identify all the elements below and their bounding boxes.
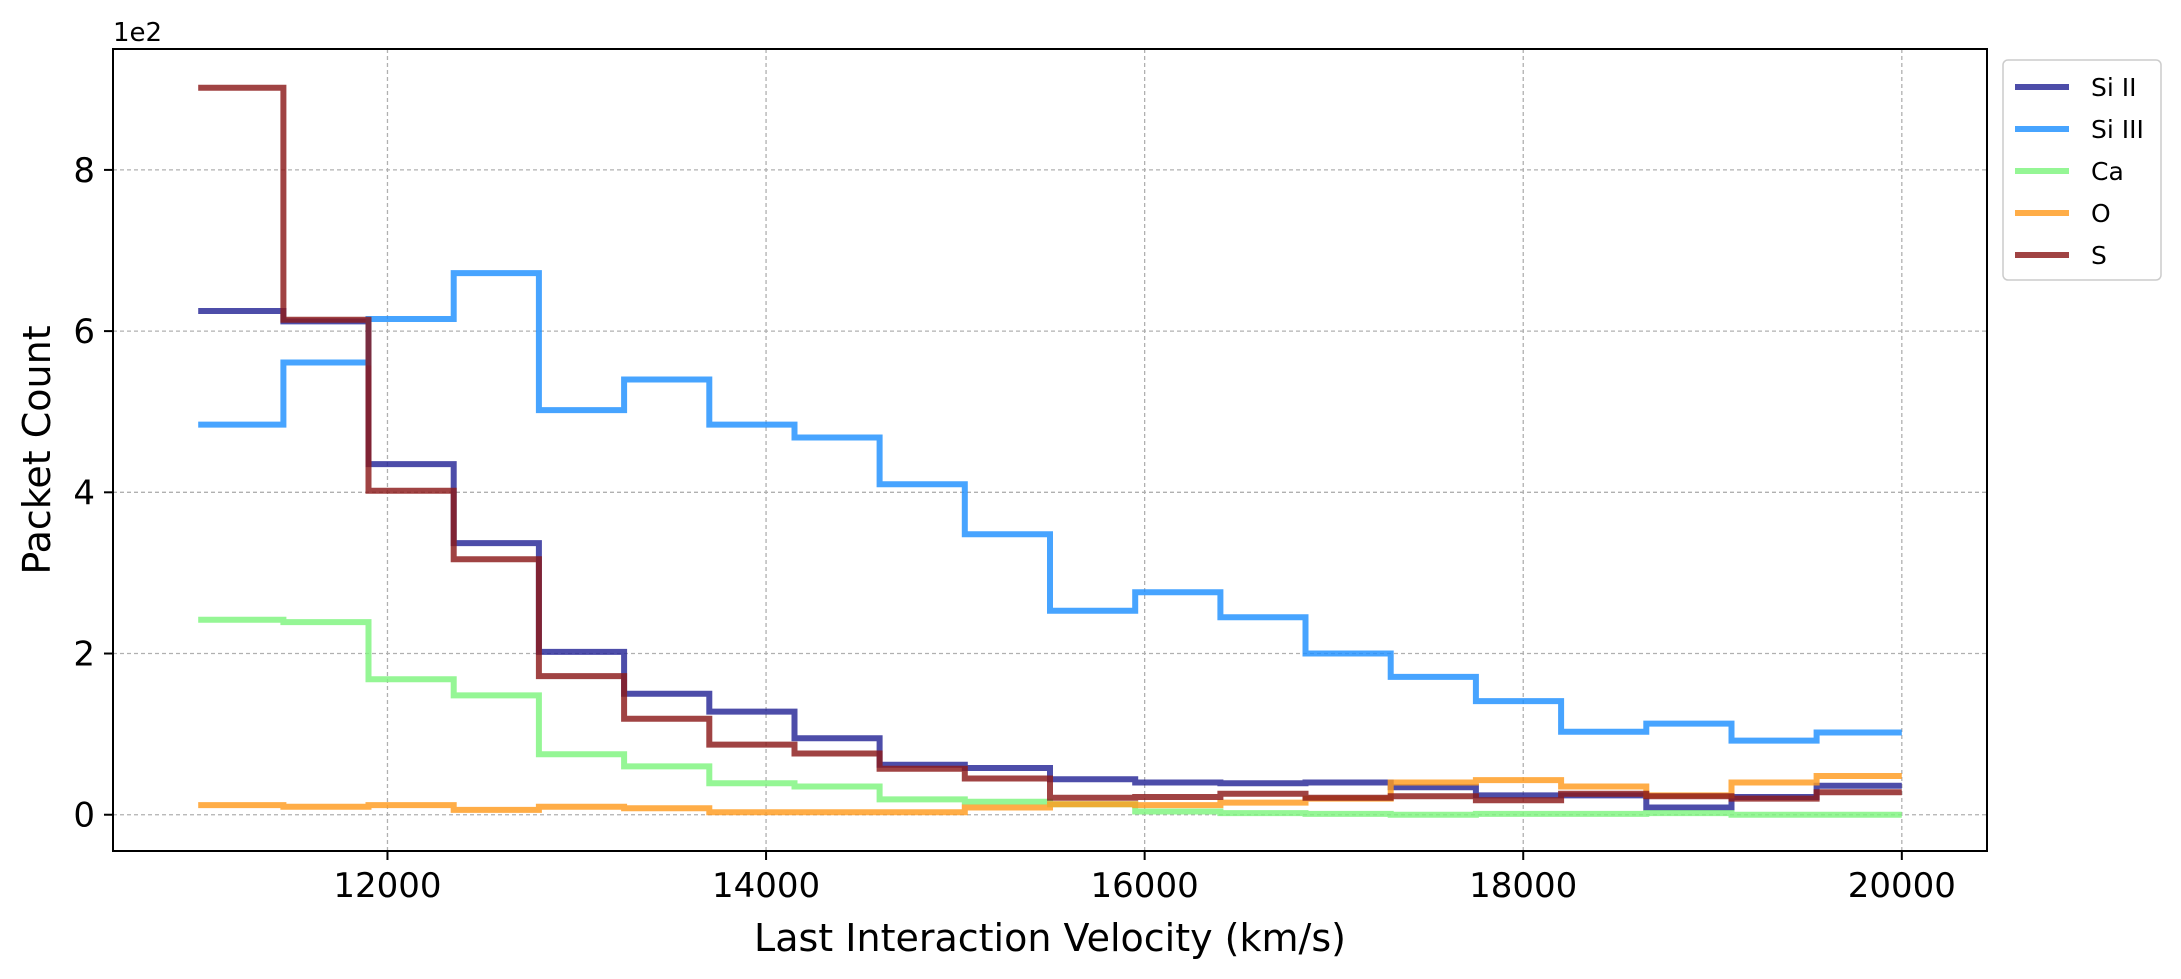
legend: Si II Si III Ca OS bbox=[2002, 59, 2162, 281]
series-line-si-iii bbox=[198, 270, 1902, 744]
legend-box bbox=[2002, 59, 2162, 281]
x-axis-label: Last Interaction Velocity (km/s) bbox=[754, 916, 1346, 960]
plot-frame bbox=[112, 48, 1988, 852]
y-tick-label: 6 bbox=[73, 312, 95, 352]
legend-label-si-ii: Si II bbox=[2091, 73, 2137, 102]
series-line-o bbox=[198, 773, 1902, 816]
y-tick-label: 8 bbox=[73, 151, 95, 191]
series-line-s bbox=[198, 84, 1902, 804]
x-tick-label: 18000 bbox=[1469, 866, 1577, 906]
x-tick-label: 12000 bbox=[333, 866, 441, 906]
legend-label-si-iii: Si III bbox=[2091, 115, 2144, 144]
series-lines bbox=[198, 84, 1902, 818]
x-tick-label: 20000 bbox=[1848, 866, 1956, 906]
x-tick-label: 14000 bbox=[712, 866, 820, 906]
y-tick-label: 4 bbox=[73, 473, 95, 513]
x-tick-label: 16000 bbox=[1091, 866, 1199, 906]
y-axis-label: Packet Count bbox=[15, 325, 59, 574]
y-tick-label: 2 bbox=[73, 635, 95, 675]
legend-label-ca: Ca bbox=[2091, 157, 2124, 186]
series-line-ca bbox=[198, 616, 1902, 818]
axis-ticks: 12000 14000 16000 18000 20000 0 2 4 6 8 bbox=[73, 151, 1956, 906]
y-tick-label: 0 bbox=[73, 796, 95, 836]
y-offset-label: 1e2 bbox=[113, 18, 162, 48]
legend-label-o: O bbox=[2091, 199, 2111, 228]
legend-label-s: S bbox=[2091, 241, 2107, 270]
